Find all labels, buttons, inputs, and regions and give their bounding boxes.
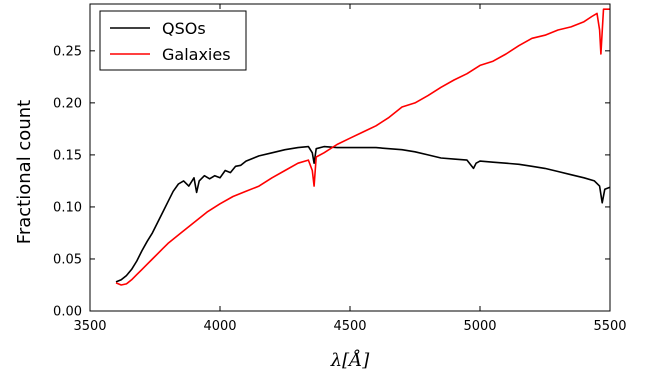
legend: QSOs Galaxies <box>99 10 247 71</box>
y-tick-label: 0.10 <box>53 200 82 215</box>
legend-label-qsos: QSOs <box>162 19 206 38</box>
y-axis-title: Fractional count <box>14 100 35 244</box>
legend-box <box>99 10 247 71</box>
y-tick-label: 0.20 <box>53 96 82 111</box>
x-tick-label: 4500 <box>333 319 366 334</box>
y-tick-label: 0.00 <box>53 305 82 320</box>
series-line-galaxies <box>115 8 610 286</box>
axis-ticks: 3500 4000 4500 5000 5500 0.00 0.05 0.10 0.15 0.20… <box>53 4 627 334</box>
y-tick-label: 0.15 <box>53 148 82 163</box>
series-line-qsos <box>115 145 611 283</box>
x-axis-title: λ[Å] <box>330 349 370 371</box>
series-lines <box>115 8 611 286</box>
x-tick-label: 5500 <box>593 319 626 334</box>
x-tick-label: 5000 <box>463 319 496 334</box>
y-tick-label: 0.25 <box>53 44 82 59</box>
y-tick-label: 0.05 <box>53 252 82 267</box>
x-tick-label: 3500 <box>73 319 106 334</box>
x-tick-label: 4000 <box>203 319 236 334</box>
legend-label-galaxies: Galaxies <box>162 45 231 64</box>
